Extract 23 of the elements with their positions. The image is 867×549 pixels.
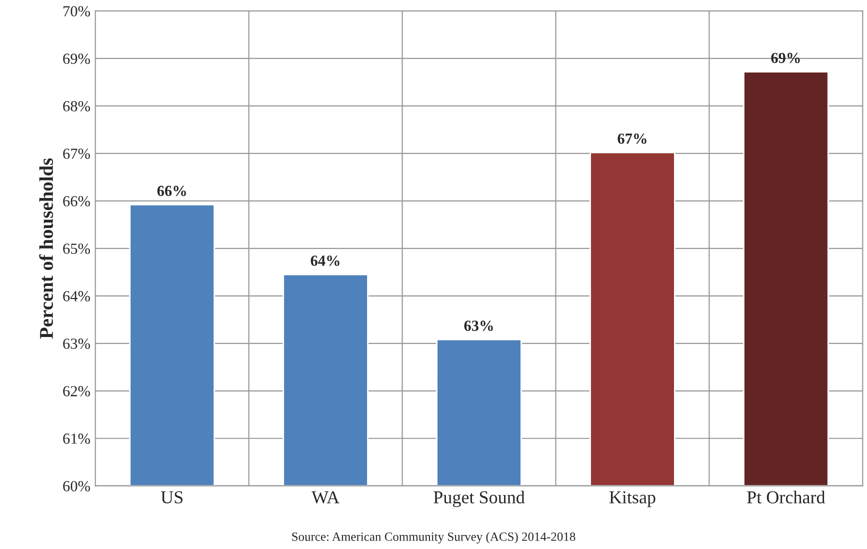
data-label: 66% xyxy=(157,186,186,196)
y-tick-label: 62% xyxy=(63,386,90,396)
y-tick-label: 63% xyxy=(63,338,90,349)
source-note: Source: American Community Survey (ACS) 2014-2018 xyxy=(292,532,576,544)
data-label: 69% xyxy=(771,52,800,64)
y-tick-label: 66% xyxy=(63,196,90,206)
y-tick-label: 68% xyxy=(63,101,90,112)
y-tick-label: 70% xyxy=(64,6,90,16)
data-label: 67% xyxy=(618,134,646,144)
x-tick-label: Kitsap xyxy=(609,491,656,508)
y-tick-label: 60% xyxy=(63,481,90,492)
y-tick-label: 61% xyxy=(63,434,90,444)
y-tick-label: 65% xyxy=(63,244,90,254)
data-label: 64% xyxy=(310,256,340,266)
y-tick-label: 69% xyxy=(63,54,90,64)
data-label: 63% xyxy=(464,320,493,331)
y-tick-label: 64% xyxy=(63,291,90,302)
y-axis-title: Percent of households xyxy=(39,158,54,339)
x-tick-label: Pt Orchard xyxy=(747,490,826,504)
x-tick-label: Puget Sound xyxy=(434,490,525,508)
y-tick-label: 67% xyxy=(63,148,90,159)
x-tick-label: US xyxy=(160,491,183,504)
x-tick-label: WA xyxy=(312,491,340,504)
